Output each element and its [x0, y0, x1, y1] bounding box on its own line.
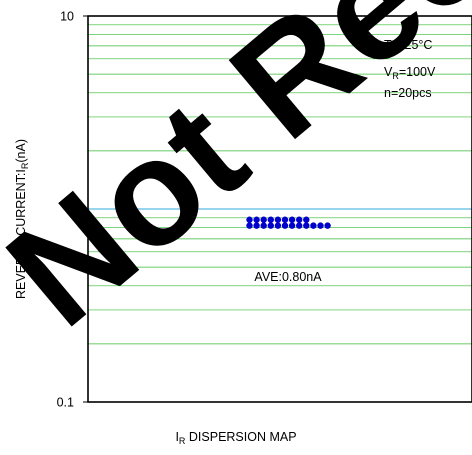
- data-point: [281, 216, 289, 223]
- y-tick-label: 10: [60, 10, 74, 24]
- data-point: [288, 216, 296, 223]
- data-point: [274, 222, 282, 229]
- data-point: [324, 222, 331, 229]
- data-point: [260, 216, 267, 223]
- data-point: [246, 216, 253, 223]
- data-point: [246, 222, 253, 229]
- data-point: [317, 222, 324, 229]
- x-axis-label: IR DISPERSION MAP: [175, 430, 297, 446]
- y-tick-label: 0.1: [57, 396, 74, 410]
- data-point: [260, 222, 267, 229]
- data-point: [288, 222, 296, 229]
- data-point: [303, 216, 310, 223]
- data-point: [281, 222, 289, 229]
- data-point: [253, 216, 260, 223]
- y-axis-label: REVERSE CURRENT:IR(nA): [14, 138, 30, 300]
- data-point: [267, 222, 274, 229]
- data-point: [303, 222, 310, 229]
- y-tick-label: 1: [67, 203, 74, 217]
- data-point: [296, 222, 303, 229]
- data-point: [296, 216, 303, 223]
- data-point: [267, 216, 274, 223]
- plot-frame: [87, 15, 472, 403]
- data-point: [253, 222, 260, 229]
- average-annotation: AVE:0.80nA: [254, 270, 322, 284]
- condition-text: VR=100V: [384, 65, 436, 81]
- data-point: [310, 222, 317, 229]
- condition-text: n=20pcs: [384, 86, 432, 100]
- watermark-text: Not Recommended for New Designs: [0, 0, 472, 358]
- condition-text: Ta=25°C: [384, 38, 432, 52]
- data-point: [274, 216, 282, 223]
